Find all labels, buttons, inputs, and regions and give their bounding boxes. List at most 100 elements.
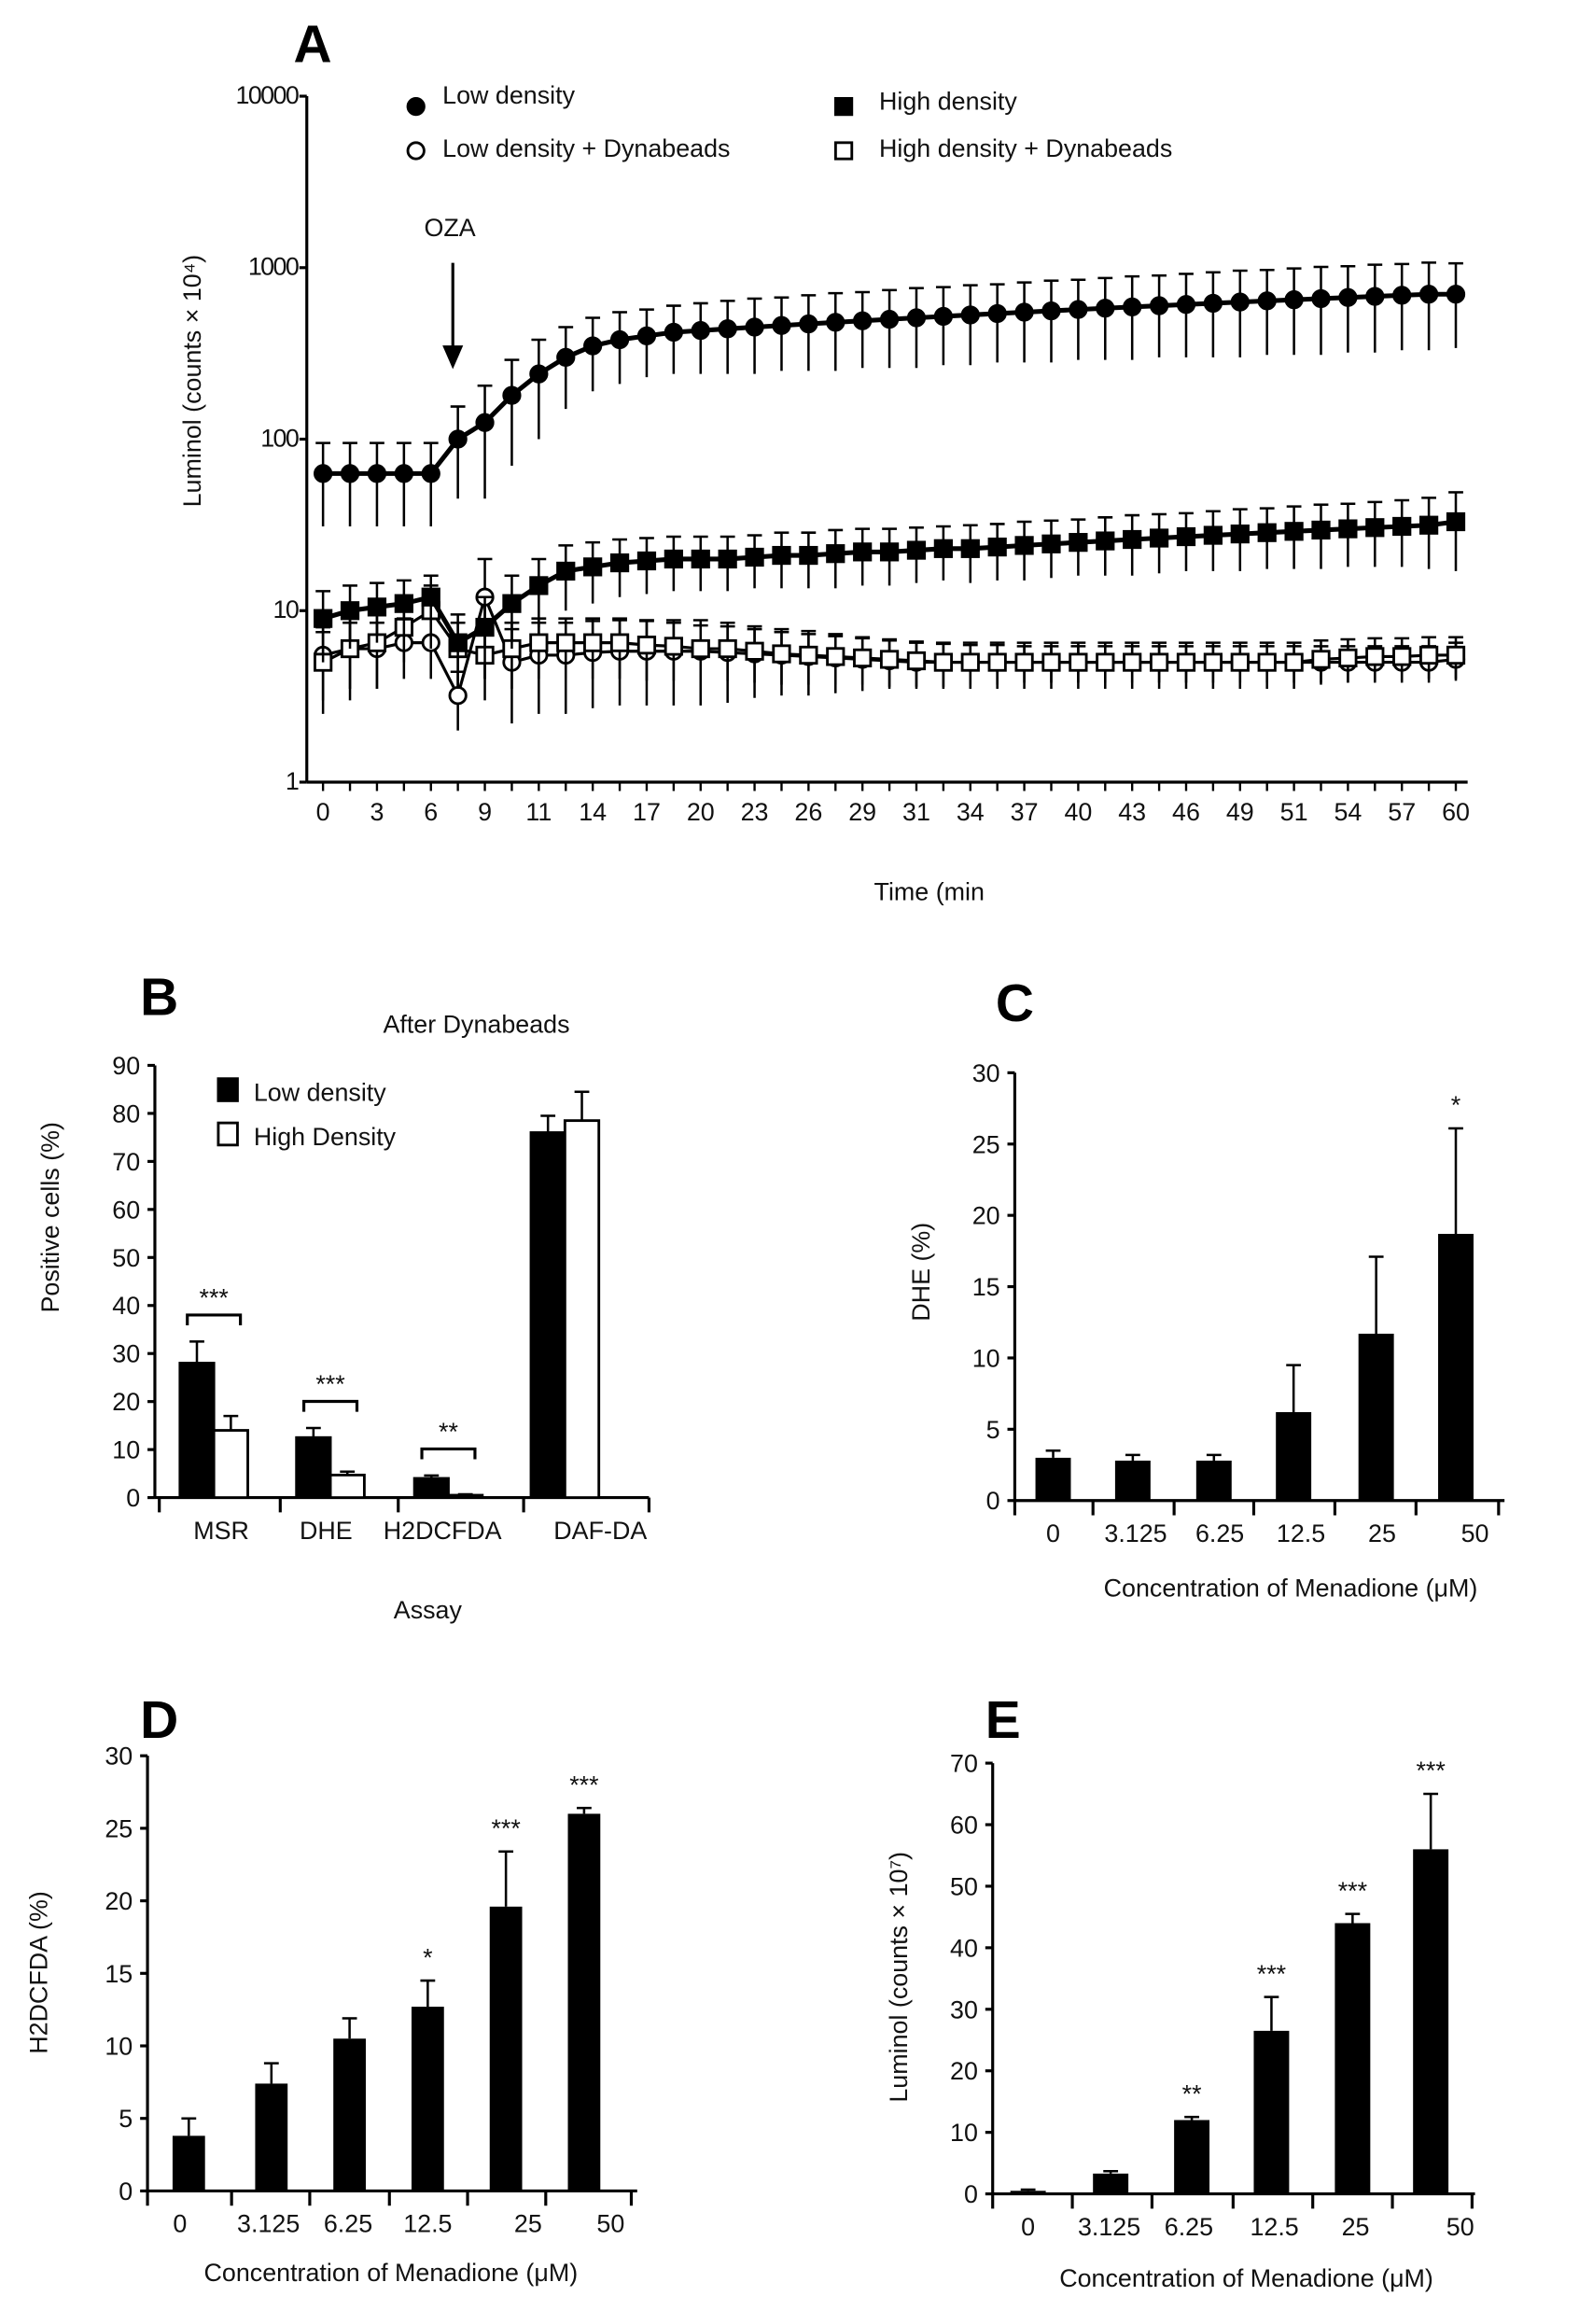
- data-point-high-density: [502, 594, 522, 613]
- y-tick-label-a: 100: [260, 424, 299, 452]
- bar-high-density: [212, 1429, 249, 1499]
- x-tick-label-c: 0: [1046, 1519, 1060, 1547]
- data-point-high-density: [718, 549, 737, 569]
- legend-label: Low density + Dynabeads: [442, 134, 730, 162]
- data-point-low-density: [799, 314, 818, 334]
- bar-high-density: [447, 1493, 484, 1499]
- y-tick-label-e: 10: [950, 2119, 978, 2147]
- data-point-high-density: [826, 544, 845, 564]
- y-tick-label-b: 50: [112, 1244, 140, 1272]
- data-point-high-density: [314, 609, 333, 628]
- data-point-low-density: [691, 321, 710, 341]
- data-point-low-density: [529, 364, 549, 384]
- data-point-low-density: [448, 429, 468, 449]
- significance-bracket-b: [186, 1313, 243, 1325]
- data-point-high-density: [1203, 525, 1223, 545]
- y-tick-label-c: 10: [972, 1344, 1000, 1372]
- x-tick-label-d: 3.125: [237, 2210, 300, 2238]
- data-point-high-density-dynabeads: [691, 638, 710, 659]
- y-tick-label-e: 50: [950, 1872, 978, 1900]
- data-point-high-density-dynabeads: [583, 633, 603, 652]
- y-tick-label-e: 30: [950, 1995, 978, 2023]
- y-tick-label-d: 5: [119, 2105, 133, 2133]
- y-tick-label-e: 20: [950, 2057, 978, 2085]
- x-tick-label-a: 57: [1388, 798, 1416, 826]
- data-point-low-density: [1014, 302, 1034, 322]
- data-point-high-density-dynabeads: [826, 647, 845, 666]
- data-point-high-density-dynabeads: [1392, 647, 1412, 666]
- bar-e: [1093, 2173, 1129, 2194]
- data-point-high-density: [1014, 536, 1034, 555]
- data-point-high-density: [691, 549, 710, 569]
- data-point-high-density-dynabeads: [1096, 652, 1115, 672]
- significance-stars-e: ***: [1416, 1757, 1446, 1785]
- x-axis-label-a: Time (min: [874, 877, 985, 905]
- data-point-high-density-dynabeads: [1257, 652, 1277, 672]
- x-tick-label-b: MSR: [193, 1517, 249, 1545]
- data-point-high-density: [475, 617, 495, 637]
- data-point-high-density: [1041, 534, 1061, 553]
- data-point-high-density: [394, 594, 413, 613]
- data-point-high-density-dynabeads: [529, 633, 549, 652]
- bar-c: [1438, 1234, 1474, 1501]
- legend-swatch-0: [217, 1077, 239, 1102]
- data-point-low-density: [502, 385, 522, 405]
- data-point-high-density: [1149, 528, 1169, 548]
- legend-label-b: Low density: [254, 1078, 386, 1106]
- bar-e: [1413, 1849, 1449, 2194]
- data-point-high-density: [367, 597, 387, 617]
- x-tick-label-b: DAF-DA: [553, 1517, 647, 1545]
- bar-d: [489, 1906, 523, 2191]
- y-axis-label-a: Luminol (counts × 10⁴): [178, 255, 206, 508]
- data-point-high-density: [664, 549, 683, 569]
- significance-stars-b: ***: [315, 1370, 345, 1398]
- bar-c: [1358, 1333, 1394, 1501]
- data-point-low-density: [826, 313, 845, 332]
- y-tick-label-e: 70: [950, 1750, 978, 1778]
- y-tick-label-d: 25: [105, 1814, 133, 1842]
- data-point-high-density-dynabeads: [1338, 648, 1358, 668]
- bar-c: [1035, 1457, 1071, 1501]
- data-point-low-density: [1446, 285, 1466, 304]
- data-point-high-density: [987, 537, 1007, 557]
- data-point-low-density: [340, 464, 360, 483]
- x-tick-label-a: 54: [1334, 798, 1362, 826]
- x-tick-label-a: 14: [579, 798, 607, 826]
- x-tick-label-a: 46: [1172, 798, 1200, 826]
- data-point-high-density-dynabeads: [609, 633, 630, 652]
- data-point-low-density: [609, 329, 630, 350]
- data-point-low-density: [1230, 292, 1250, 312]
- data-point-high-density: [636, 551, 657, 571]
- y-axis-label-e: Luminol (counts × 10⁷): [885, 1852, 913, 2103]
- x-axis-label-e: Concentration of Menadione (μM): [1059, 2264, 1433, 2292]
- data-point-high-density: [1230, 524, 1250, 544]
- bar-d: [333, 2038, 366, 2191]
- x-tick-label-a: 20: [687, 798, 715, 826]
- data-point-high-density: [421, 587, 440, 607]
- data-point-high-density: [1338, 519, 1358, 539]
- data-point-low-density: [475, 413, 495, 432]
- data-point-high-density-dynabeads: [772, 644, 791, 664]
- data-point-low-density: [556, 347, 576, 367]
- y-tick-label-b: 0: [126, 1484, 140, 1512]
- data-point-high-density: [609, 553, 630, 573]
- x-tick-label-a: 3: [370, 798, 384, 826]
- x-tick-label-a: 31: [902, 798, 930, 826]
- significance-bracket-b: [420, 1447, 477, 1460]
- bar-high-density: [563, 1119, 601, 1499]
- legend-marker-0: [406, 96, 426, 117]
- y-tick-label-c: 0: [986, 1487, 1000, 1515]
- y-tick-label-a: 1000: [248, 253, 299, 281]
- bar-e: [1174, 2120, 1210, 2194]
- x-tick-label-e: 3.125: [1078, 2213, 1140, 2241]
- bar-d: [255, 2083, 288, 2191]
- data-point-high-density-dynabeads: [664, 637, 683, 656]
- data-point-high-density: [340, 601, 360, 621]
- y-tick-label-e: 40: [950, 1934, 978, 1962]
- data-point-high-density: [529, 576, 549, 595]
- data-point-high-density-dynabeads: [1284, 652, 1304, 672]
- data-point-low-density: [1176, 295, 1196, 315]
- bar-low-density: [178, 1362, 216, 1499]
- data-point-low-density: [960, 305, 980, 325]
